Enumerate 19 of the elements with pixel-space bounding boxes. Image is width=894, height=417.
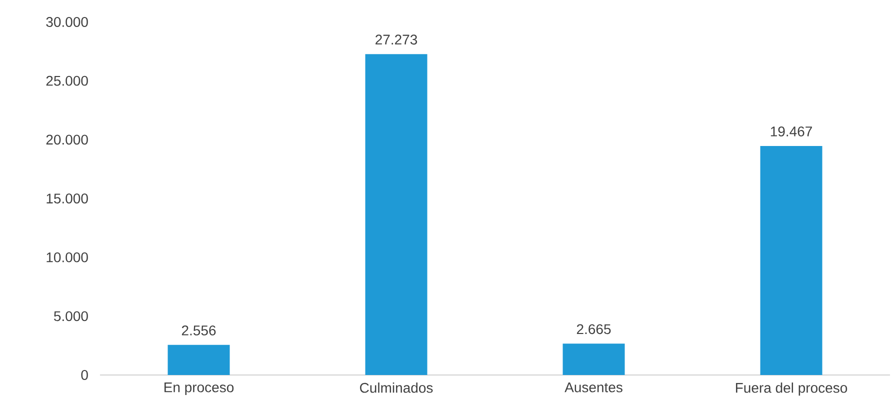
y-tick-label: 5.000: [54, 311, 88, 322]
y-tick-label: 25.000: [46, 76, 88, 86]
x-tick-label: Culminados: [360, 382, 433, 393]
y-tick-label: 30.000: [46, 17, 88, 27]
bar: [562, 344, 625, 375]
x-tick-label: En proceso: [164, 382, 234, 396]
data-label: 19.467: [770, 126, 812, 136]
bar: [168, 344, 230, 375]
y-tick-label: 20.000: [46, 134, 88, 145]
x-tick-label: Ausentes: [564, 382, 622, 392]
y-tick-label: 10.000: [46, 252, 88, 262]
data-label: 2.556: [182, 325, 216, 336]
y-tick-label: 0: [81, 370, 88, 380]
bar: [365, 54, 428, 375]
x-tick-label: Fuera del proceso: [736, 382, 848, 396]
data-label: 2.665: [576, 324, 611, 334]
data-label: 27.273: [376, 34, 418, 45]
bar: [760, 146, 822, 375]
y-tick-label: 15.000: [46, 194, 88, 204]
